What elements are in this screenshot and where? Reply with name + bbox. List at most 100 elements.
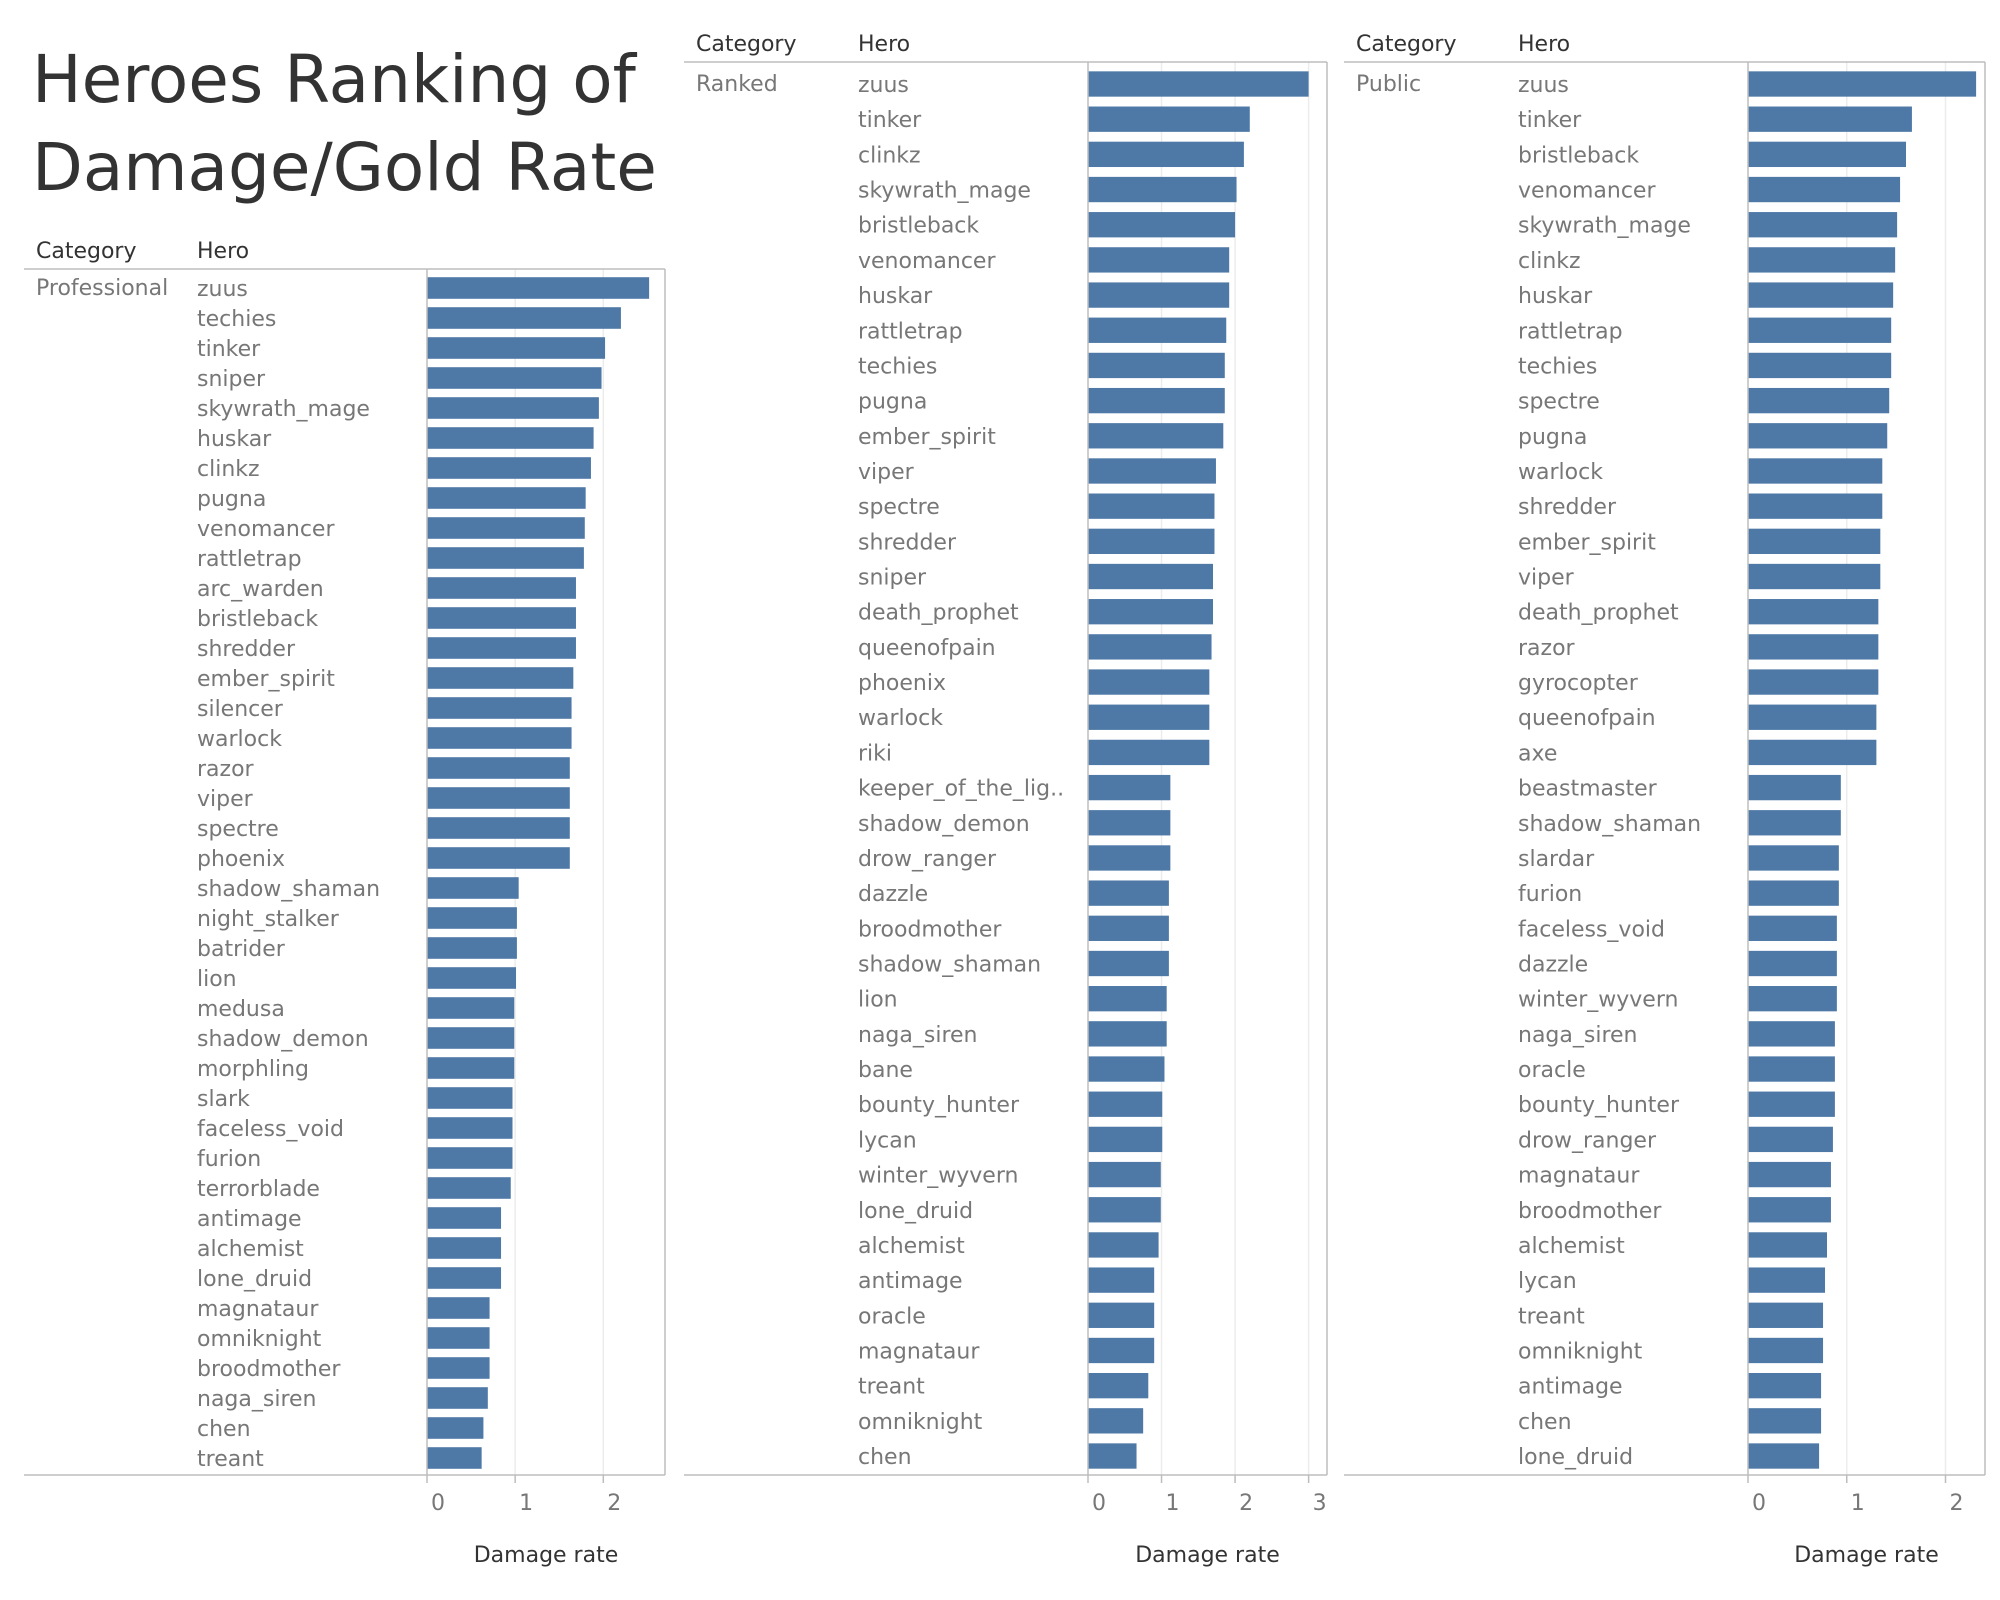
hero-label: pugna bbox=[858, 390, 927, 415]
bar bbox=[1088, 317, 1227, 343]
hero-label: treant bbox=[197, 1447, 264, 1472]
hero-label: magnataur bbox=[197, 1297, 319, 1322]
bar bbox=[1088, 247, 1230, 273]
hero-label: alchemist bbox=[858, 1234, 965, 1259]
hero-label: tinker bbox=[197, 337, 261, 362]
hero-label: broodmother bbox=[197, 1357, 341, 1382]
hero-label: slardar bbox=[1518, 847, 1595, 872]
bar bbox=[1088, 1267, 1155, 1293]
hero-label: lone_druid bbox=[858, 1199, 973, 1224]
bar bbox=[1088, 71, 1309, 97]
bar bbox=[427, 577, 576, 599]
bar bbox=[1088, 176, 1237, 203]
bar bbox=[1088, 528, 1215, 555]
hero-label: treant bbox=[858, 1375, 925, 1400]
bar bbox=[1088, 950, 1169, 977]
bar bbox=[427, 457, 591, 479]
bar bbox=[1088, 880, 1169, 906]
hero-label: silencer bbox=[197, 697, 284, 722]
bar bbox=[427, 1297, 490, 1319]
hero-label: medusa bbox=[197, 997, 285, 1022]
bar bbox=[1088, 1056, 1165, 1082]
bar bbox=[1088, 563, 1214, 590]
bar bbox=[1748, 423, 1888, 449]
hero-label: bristleback bbox=[197, 607, 318, 632]
hero-header: Hero bbox=[197, 239, 249, 264]
hero-label: omniknight bbox=[1518, 1339, 1643, 1364]
bar bbox=[1748, 739, 1877, 766]
bar bbox=[1088, 141, 1244, 168]
bar bbox=[427, 367, 602, 389]
hero-label: clinkz bbox=[197, 457, 260, 482]
bar bbox=[1748, 317, 1892, 343]
bar bbox=[427, 1447, 482, 1469]
bar bbox=[1748, 915, 1837, 941]
x-tick-label: 1 bbox=[1851, 1491, 1865, 1516]
bar bbox=[1748, 1232, 1827, 1258]
bar bbox=[427, 277, 650, 299]
hero-label: broodmother bbox=[1518, 1199, 1662, 1224]
hero-label: ember_spirit bbox=[197, 667, 335, 692]
bar bbox=[427, 607, 576, 629]
hero-label: faceless_void bbox=[197, 1117, 344, 1142]
bar bbox=[1748, 1126, 1833, 1153]
bar bbox=[1748, 986, 1837, 1012]
hero-label: techies bbox=[1518, 354, 1597, 379]
bar bbox=[1748, 634, 1879, 660]
hero-label: zuus bbox=[197, 277, 248, 302]
hero-label: pugna bbox=[197, 487, 266, 512]
hero-label: huskar bbox=[197, 427, 272, 452]
hero-label: dazzle bbox=[858, 882, 928, 907]
hero-label: rattletrap bbox=[1518, 319, 1623, 344]
hero-label: alchemist bbox=[197, 1237, 304, 1262]
hero-label: skywrath_mage bbox=[197, 397, 370, 422]
bar bbox=[427, 697, 572, 719]
hero-label: huskar bbox=[858, 284, 933, 309]
hero-label: bounty_hunter bbox=[858, 1093, 1020, 1118]
hero-label: oracle bbox=[1518, 1058, 1586, 1083]
x-tick-label: 1 bbox=[1166, 1491, 1180, 1516]
hero-label: warlock bbox=[197, 727, 282, 752]
hero-label: arc_warden bbox=[197, 577, 324, 602]
bar bbox=[1088, 106, 1250, 132]
bar bbox=[1088, 352, 1225, 379]
hero-header: Hero bbox=[858, 32, 910, 57]
hero-label: faceless_void bbox=[1518, 917, 1665, 942]
hero-label: phoenix bbox=[858, 671, 946, 696]
hero-label: antimage bbox=[1518, 1375, 1623, 1400]
bar bbox=[1748, 212, 1898, 238]
bar bbox=[1748, 1267, 1826, 1293]
bar bbox=[427, 1357, 490, 1379]
bar bbox=[1748, 880, 1839, 906]
hero-label: chen bbox=[1518, 1410, 1572, 1435]
hero-label: warlock bbox=[858, 706, 943, 731]
x-tick-label: 2 bbox=[607, 1491, 621, 1516]
hero-label: sniper bbox=[858, 566, 927, 591]
hero-label: rattletrap bbox=[858, 319, 963, 344]
bar bbox=[1088, 1126, 1163, 1153]
bar bbox=[1748, 528, 1881, 555]
hero-label: beastmaster bbox=[1518, 777, 1658, 802]
category-label: Public bbox=[1356, 72, 1421, 97]
bar bbox=[427, 1147, 513, 1169]
bar bbox=[1088, 1197, 1161, 1223]
bar bbox=[1748, 1021, 1835, 1047]
hero-label: lion bbox=[197, 967, 237, 992]
hero-label: ember_spirit bbox=[1518, 530, 1656, 555]
hero-label: drow_ranger bbox=[1518, 1128, 1657, 1153]
bar bbox=[1748, 282, 1894, 308]
hero-label: bane bbox=[858, 1058, 913, 1083]
bar bbox=[1088, 1443, 1137, 1469]
hero-label: spectre bbox=[858, 495, 940, 520]
hero-label: zuus bbox=[1518, 73, 1569, 98]
bar bbox=[1748, 563, 1881, 590]
hero-label: lion bbox=[858, 988, 898, 1013]
bar bbox=[427, 337, 606, 359]
bar bbox=[427, 727, 572, 749]
hero-label: razor bbox=[197, 757, 255, 782]
hero-label: shadow_shaman bbox=[197, 877, 380, 902]
hero-label: venomancer bbox=[1518, 179, 1656, 204]
hero-label: chen bbox=[197, 1417, 251, 1442]
hero-label: shadow_demon bbox=[858, 812, 1030, 837]
